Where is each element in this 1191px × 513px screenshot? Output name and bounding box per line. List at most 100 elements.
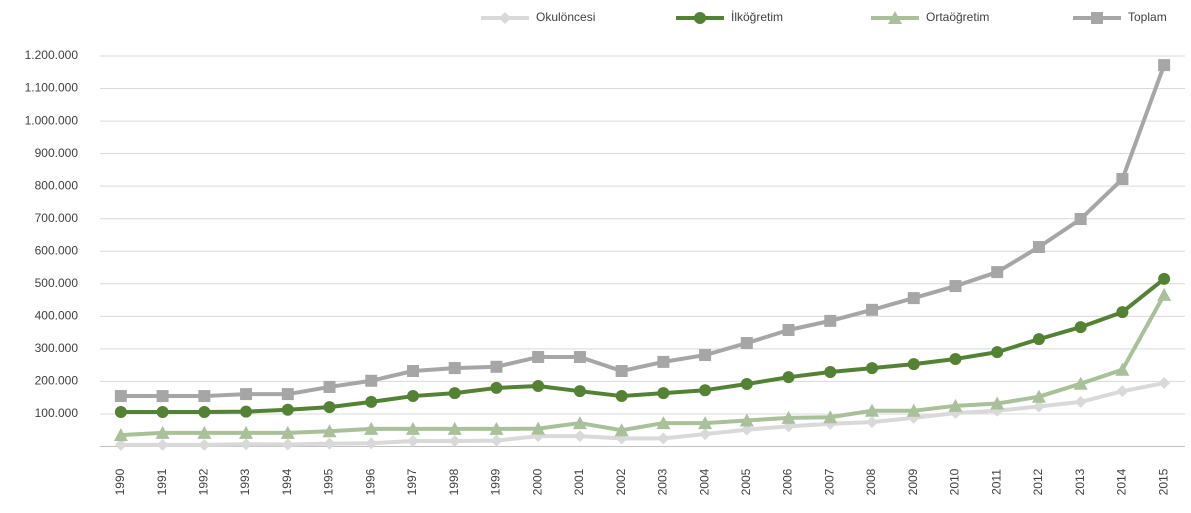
marker [740,423,753,436]
x-tick-label: 2010 [948,468,962,495]
marker [322,424,337,438]
y-tick-label: 1.200.000 [25,48,79,62]
marker [614,423,629,437]
marker [1158,272,1171,285]
marker [699,349,712,362]
x-tick-label: 2011 [989,469,1003,495]
marker [949,352,962,365]
marker [572,416,587,430]
marker [888,11,902,24]
x-tick-label: 2002 [614,468,628,495]
marker [573,385,586,398]
marker [740,337,753,350]
x-tick-label: 2013 [1073,468,1087,495]
y-tick-label: 300.000 [35,341,79,355]
x-tick-label: 1992 [196,468,210,495]
marker [699,428,712,441]
x-tick-label: 2000 [530,468,544,495]
marker [573,430,586,443]
x-tick-label: 1991 [155,468,169,495]
marker [824,365,837,378]
marker [699,384,712,397]
marker [740,378,753,391]
x-tick-label: 2003 [656,468,670,495]
marker [155,425,170,439]
y-tick-label: 200.000 [35,374,79,388]
marker [781,410,796,424]
y-tick-label: 100.000 [35,406,79,420]
x-tick-label: 1999 [489,468,503,495]
x-tick-label: 2006 [781,468,795,495]
marker [114,438,127,451]
marker [113,428,128,442]
x-tick-label: 1995 [322,468,336,495]
marker [1031,389,1046,403]
x-tick-label: 2015 [1156,468,1170,495]
y-tick-label: 500.000 [35,276,79,290]
marker [240,388,253,401]
marker [1091,12,1103,24]
marker [823,410,838,424]
x-tick-label: 2014 [1115,468,1129,495]
marker [197,425,212,439]
x-tick-label: 2012 [1031,468,1045,495]
marker [907,292,920,305]
marker [447,421,462,435]
marker [281,388,294,401]
x-tick-label: 2005 [739,468,753,495]
marker [323,401,336,414]
x-tick-label: 2008 [864,468,878,495]
y-tick-label: 800.000 [35,178,79,192]
marker [615,365,628,378]
marker [948,398,963,412]
x-tick-label: 2007 [822,468,836,495]
marker [694,12,706,24]
y-tick-label: 700.000 [35,211,79,225]
x-tick-label: 2001 [572,468,586,495]
y-tick-label: 600.000 [35,243,79,257]
legend-label: Ortaöğretim [926,10,989,24]
marker [198,406,211,419]
marker [1074,395,1087,408]
marker [281,438,294,451]
marker [1073,376,1088,390]
marker [240,405,253,418]
series-line [120,64,1167,399]
marker [656,416,671,430]
marker [489,421,504,435]
marker [365,374,378,387]
marker [991,346,1004,359]
marker [490,434,503,447]
marker [615,390,628,403]
marker [782,324,795,337]
marker [448,387,461,400]
marker [198,390,211,403]
x-tick-label: 1994 [280,468,294,495]
marker [405,421,420,435]
marker [1115,362,1130,376]
x-tick-label: 1993 [238,468,252,495]
marker [949,280,962,293]
marker [532,351,545,364]
marker [991,266,1004,279]
x-tick-label: 1998 [447,468,461,495]
series-line [120,277,1166,415]
marker [698,416,713,430]
marker [1032,333,1045,346]
marker [657,387,670,400]
series-line [120,381,1165,447]
marker [532,379,545,392]
marker [739,413,754,427]
marker [156,390,169,403]
y-tick-label: 900.000 [35,146,79,160]
y-tick-label: 400.000 [35,309,79,323]
marker [782,371,795,384]
marker [865,403,880,417]
marker [364,421,379,435]
marker [448,362,461,375]
y-tick-label: 1.000.000 [25,113,79,127]
marker [824,314,837,327]
series-line [120,293,1166,438]
marker [114,406,127,419]
